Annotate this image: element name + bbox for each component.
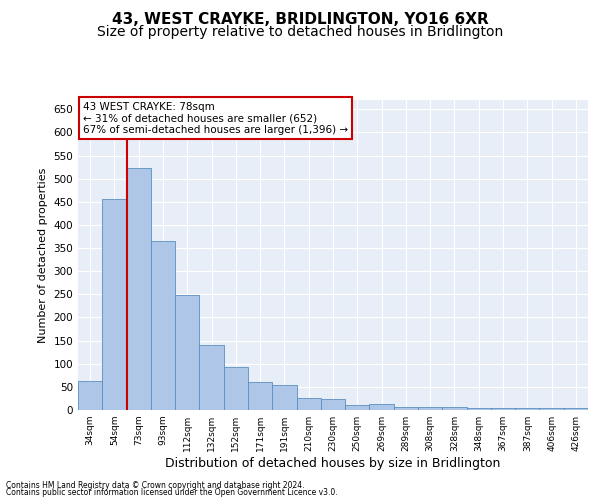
Bar bbox=[370, 404, 394, 410]
Bar bbox=[224, 368, 248, 410]
Text: Contains HM Land Registry data © Crown copyright and database right 2024.: Contains HM Land Registry data © Crown c… bbox=[6, 480, 305, 490]
Text: 43, WEST CRAYKE, BRIDLINGTON, YO16 6XR: 43, WEST CRAYKE, BRIDLINGTON, YO16 6XR bbox=[112, 12, 488, 28]
Text: 43 WEST CRAYKE: 78sqm
← 31% of detached houses are smaller (652)
67% of semi-det: 43 WEST CRAYKE: 78sqm ← 31% of detached … bbox=[83, 102, 348, 134]
Bar bbox=[564, 408, 588, 410]
Bar bbox=[394, 407, 418, 410]
Bar bbox=[467, 408, 491, 410]
Bar bbox=[442, 407, 467, 410]
Bar bbox=[418, 407, 442, 410]
Text: Contains public sector information licensed under the Open Government Licence v3: Contains public sector information licen… bbox=[6, 488, 338, 497]
Bar bbox=[515, 408, 539, 410]
Bar bbox=[127, 168, 151, 410]
Bar bbox=[175, 296, 199, 410]
Bar bbox=[248, 382, 272, 410]
Bar bbox=[102, 199, 127, 410]
Bar bbox=[345, 405, 370, 410]
Text: Size of property relative to detached houses in Bridlington: Size of property relative to detached ho… bbox=[97, 25, 503, 39]
Bar bbox=[321, 399, 345, 410]
Bar bbox=[272, 384, 296, 410]
Bar bbox=[199, 345, 224, 410]
Bar bbox=[491, 408, 515, 410]
X-axis label: Distribution of detached houses by size in Bridlington: Distribution of detached houses by size … bbox=[166, 457, 500, 470]
Y-axis label: Number of detached properties: Number of detached properties bbox=[38, 168, 48, 342]
Bar bbox=[296, 398, 321, 410]
Bar bbox=[151, 241, 175, 410]
Bar bbox=[539, 408, 564, 410]
Bar bbox=[78, 382, 102, 410]
